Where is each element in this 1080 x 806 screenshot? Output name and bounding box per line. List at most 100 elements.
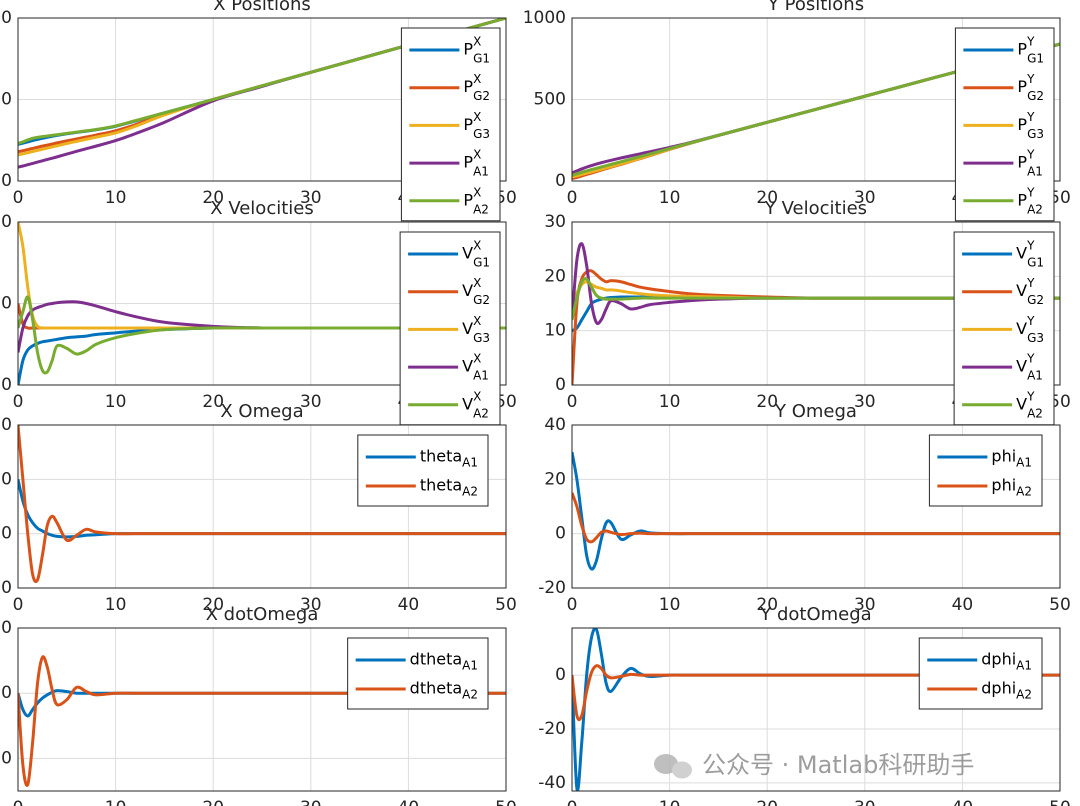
legend-sub: G3 [473, 127, 490, 141]
y-tick-label: 10 [0, 469, 12, 489]
data-line [572, 277, 1060, 321]
legend-sub: A2 [1027, 406, 1043, 420]
legend-entry: P Y G2 [963, 72, 1044, 103]
legend-entry: theta A2 [365, 476, 478, 499]
legend-label: P [463, 115, 473, 134]
legend-box [918, 637, 1043, 710]
y-tick-label: -40 [538, 773, 566, 793]
y-tick-label: 40 [544, 415, 566, 435]
x-tick-label: 0 [567, 392, 578, 412]
x-tick-label: 0 [567, 798, 578, 806]
x-tick-label: 10 [105, 798, 127, 806]
legend-sub: A1 [1027, 165, 1043, 179]
legend-label: V [1016, 244, 1027, 263]
legend-sup: X [473, 239, 481, 253]
legend-sup: Y [1026, 35, 1035, 49]
axes-box [571, 627, 1061, 792]
legend-sub: A2 [1027, 202, 1043, 216]
x-tick-label: 30 [300, 188, 322, 208]
x-tick-label: 10 [659, 392, 681, 412]
legend-label: V [462, 244, 473, 263]
legend-label: theta [420, 447, 462, 466]
legend-sup: Y [1026, 389, 1035, 403]
axes-box [571, 221, 1061, 386]
x-tick-label: 20 [756, 188, 778, 208]
x-tick-label: 30 [854, 392, 876, 412]
x-tick-label: 20 [202, 798, 224, 806]
legend-sub: A1 [473, 369, 489, 383]
x-tick-label: 40 [952, 595, 974, 615]
legend-sub: G2 [1027, 293, 1044, 307]
legend-entry: V X A1 [408, 352, 489, 383]
legend-sup: Y [1026, 352, 1035, 366]
x-tick-label: 30 [300, 392, 322, 412]
legend-label: V [462, 319, 473, 338]
y-tick-label: 0 [555, 375, 566, 395]
legend-sub: G2 [473, 293, 490, 307]
y-tick-label: 30 [544, 212, 566, 232]
x-tick-label: 50 [1049, 595, 1071, 615]
legend-label: P [1017, 115, 1027, 134]
legend-sub: G1 [473, 52, 490, 66]
y-tick-label: 1000 [523, 8, 566, 28]
y-tick-label: 20 [0, 618, 12, 638]
x-tick-label: 30 [300, 798, 322, 806]
legend-entry: V Y A1 [962, 352, 1043, 383]
legend-label: V [462, 394, 473, 413]
x-tick-label: 50 [495, 392, 517, 412]
legend-label: V [462, 357, 473, 376]
legend-entry: V X A2 [408, 389, 489, 420]
legend-sup: Y [1026, 72, 1035, 86]
legend-entry: P X G1 [409, 35, 490, 66]
legend-label: dtheta [410, 650, 463, 669]
data-line [18, 18, 506, 145]
data-line [18, 655, 506, 787]
x-tick-label: 0 [567, 188, 578, 208]
legend-entry: dphi A2 [927, 679, 1032, 702]
legend-sub: A2 [462, 688, 478, 702]
y-tick-label: -20 [538, 578, 566, 598]
x-tick-label: 0 [13, 798, 24, 806]
legend-sub: G1 [473, 256, 490, 270]
legend-label: P [463, 40, 473, 59]
y-tick-label: 0 [1, 171, 12, 191]
x-tick-label: 10 [105, 595, 127, 615]
y-tick-label: 20 [544, 266, 566, 286]
legend-entry: P X G2 [409, 72, 490, 103]
y-tick-label: 500 [0, 90, 12, 110]
legend-sub: A2 [1016, 485, 1032, 499]
legend-sup: X [473, 72, 481, 86]
legend-entry: P X A2 [409, 185, 489, 216]
legend-label: phi [991, 476, 1016, 495]
legend-entry: phi A2 [937, 476, 1032, 499]
legend-sub: A2 [473, 202, 489, 216]
x-tick-label: 10 [659, 798, 681, 806]
legend-sub: A2 [1016, 688, 1032, 702]
legend-sub: G2 [1027, 89, 1044, 103]
legend-label: P [463, 77, 473, 96]
legend-label: V [1016, 394, 1027, 413]
chart-title: X dotOmega [206, 604, 319, 625]
axes-box [17, 221, 507, 386]
legend-sup: Y [1026, 276, 1035, 290]
x-tick-label: 20 [202, 188, 224, 208]
legend-sup: X [473, 110, 481, 124]
chart-title: Y Velocities [764, 198, 867, 219]
legend-entry: P Y G3 [963, 110, 1044, 141]
legend-label: P [463, 153, 473, 172]
legend-entry: P X A1 [409, 148, 489, 179]
y-tick-label: 10 [0, 294, 12, 314]
legend-sub: A1 [1016, 659, 1032, 673]
legend-entry: phi A1 [937, 447, 1032, 470]
legend-entry: dtheta A2 [355, 679, 478, 702]
y-tick-label: -20 [0, 748, 12, 768]
y-tick-label: 1000 [0, 8, 12, 28]
chart-title: Y Positions [767, 0, 864, 15]
x-tick-label: 30 [854, 798, 876, 806]
legend-sub: A1 [1027, 369, 1043, 383]
